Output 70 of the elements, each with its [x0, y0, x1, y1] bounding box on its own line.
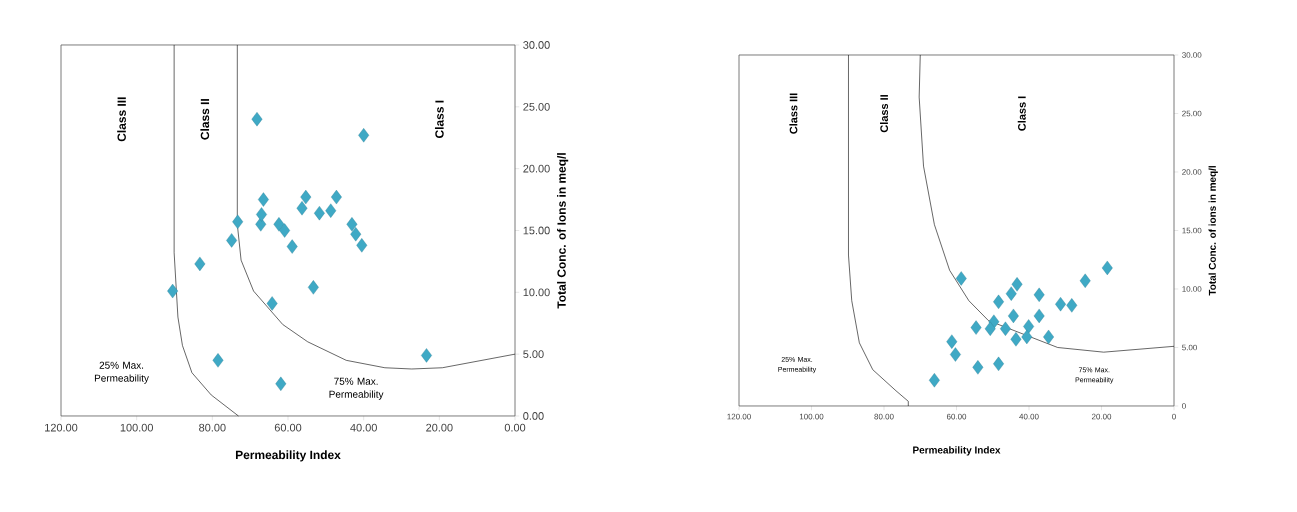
point: [279, 223, 290, 238]
point: [1101, 260, 1113, 276]
y-tick-label: 10.00: [523, 288, 550, 297]
y-tick-label: 15.00: [523, 226, 550, 235]
point: [356, 238, 368, 253]
x-tick-label: 100.00: [120, 423, 153, 432]
x-tick-label: 120.00: [45, 423, 78, 432]
point: [167, 283, 179, 299]
point: [258, 192, 269, 207]
point: [972, 360, 984, 375]
annotation: Class I: [1017, 96, 1026, 131]
point: [273, 217, 285, 232]
point: [251, 112, 263, 127]
point: [358, 128, 370, 143]
point: [970, 320, 982, 335]
point: [1079, 273, 1091, 288]
y-axis-title: Total Conc. of Ions in meq/l: [557, 153, 569, 309]
point: [307, 280, 319, 295]
annotation: 25% Max. Permeability: [94, 361, 149, 384]
point: [275, 376, 287, 391]
x-tick-label: 20.00: [426, 423, 453, 432]
point: [984, 321, 996, 336]
point: [194, 256, 206, 272]
x-tick-label: 60.00: [274, 423, 302, 432]
line-series: [848, 54, 909, 407]
point: [1055, 297, 1066, 312]
point: [350, 227, 362, 242]
annotation: Class I: [434, 100, 444, 138]
x-tick-label: 80.00: [199, 423, 226, 432]
x-tick-label: 40.00: [350, 423, 377, 432]
annotation: Class II: [200, 99, 210, 140]
point: [1005, 286, 1017, 301]
point: [421, 348, 432, 363]
point: [1033, 287, 1045, 302]
point: [325, 203, 337, 218]
line-series: [918, 54, 1175, 353]
point: [955, 271, 967, 286]
point: [1023, 319, 1035, 334]
point: [946, 334, 958, 349]
x-axis-title: Permeability Index: [235, 450, 341, 462]
x-tick-label: 0.00: [504, 423, 526, 432]
annotation: Class II: [879, 95, 889, 133]
point: [226, 233, 238, 248]
y-tick-label: 20.00: [523, 164, 550, 173]
y-tick-label: 5.00: [523, 350, 544, 359]
point: [300, 189, 312, 205]
point: [1000, 321, 1011, 336]
point: [286, 239, 298, 254]
point: [232, 214, 244, 229]
line-series: [173, 44, 239, 417]
point: [314, 206, 325, 221]
point: [256, 207, 267, 222]
point: [1021, 329, 1033, 345]
point: [212, 353, 224, 368]
annotation: Class III: [789, 93, 798, 134]
point: [296, 201, 308, 216]
y-axis-title: Total Conc. of ions in meq/l: [1208, 166, 1218, 296]
point: [346, 217, 358, 232]
y-tick-label: 30.00: [523, 41, 550, 49]
annotation: Class III: [117, 97, 126, 142]
point: [950, 347, 961, 362]
y-tick-label: 25.00: [523, 102, 550, 111]
point: [1010, 332, 1022, 347]
x-axis-title: Permeability Index: [913, 446, 1001, 456]
annotation: 75% Max. Permeability: [329, 377, 384, 400]
point: [266, 296, 278, 311]
point: [1011, 277, 1023, 292]
point: [1066, 298, 1078, 313]
point: [1033, 308, 1045, 324]
point: [929, 373, 940, 388]
